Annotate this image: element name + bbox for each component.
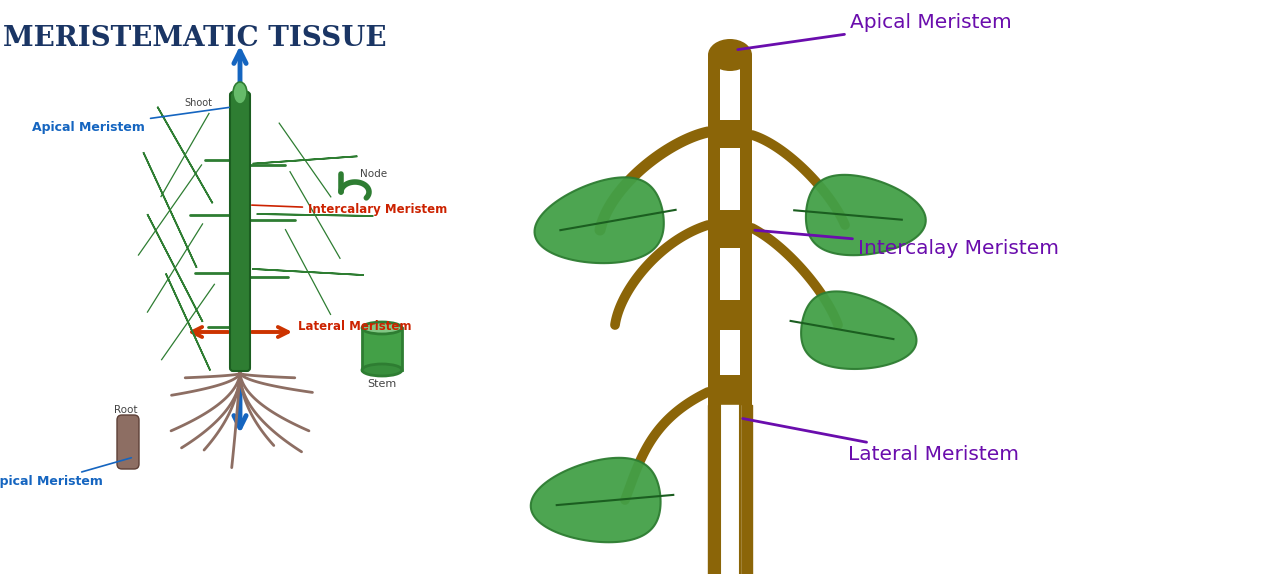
Polygon shape <box>147 214 203 322</box>
Text: MERISTEMATIC TISSUE: MERISTEMATIC TISSUE <box>4 25 387 52</box>
FancyBboxPatch shape <box>707 210 752 248</box>
Text: Node: Node <box>359 169 387 179</box>
FancyBboxPatch shape <box>707 248 752 300</box>
FancyBboxPatch shape <box>707 300 752 330</box>
Text: Stem: Stem <box>367 379 396 389</box>
FancyBboxPatch shape <box>117 415 138 469</box>
Text: Lateral Meristem: Lateral Meristem <box>298 320 411 333</box>
Text: Intercalay Meristem: Intercalay Meristem <box>754 230 1059 258</box>
Polygon shape <box>157 107 212 203</box>
FancyBboxPatch shape <box>720 55 740 120</box>
FancyBboxPatch shape <box>720 248 740 300</box>
Polygon shape <box>801 292 917 369</box>
Polygon shape <box>166 273 211 370</box>
Text: Root: Root <box>114 405 137 415</box>
Ellipse shape <box>362 322 403 334</box>
FancyBboxPatch shape <box>707 120 752 148</box>
FancyBboxPatch shape <box>720 330 740 375</box>
Text: Intercalary Meristem: Intercalary Meristem <box>251 204 447 216</box>
Polygon shape <box>535 177 664 263</box>
Ellipse shape <box>707 39 752 71</box>
FancyBboxPatch shape <box>707 55 752 120</box>
Polygon shape <box>531 458 660 542</box>
Polygon shape <box>257 214 373 216</box>
FancyBboxPatch shape <box>707 375 752 405</box>
Polygon shape <box>253 156 357 164</box>
FancyBboxPatch shape <box>707 330 752 375</box>
FancyBboxPatch shape <box>707 148 752 210</box>
Text: Shoot: Shoot <box>184 98 212 108</box>
Ellipse shape <box>232 82 246 104</box>
FancyBboxPatch shape <box>720 148 740 210</box>
Polygon shape <box>806 175 926 255</box>
FancyBboxPatch shape <box>362 328 403 370</box>
Ellipse shape <box>362 364 403 376</box>
Polygon shape <box>144 152 197 267</box>
Polygon shape <box>251 269 364 275</box>
Text: Apical Meristem: Apical Meristem <box>32 107 230 134</box>
Text: Lateral Meristem: Lateral Meristem <box>743 418 1019 464</box>
FancyBboxPatch shape <box>230 92 250 371</box>
Text: Apical Meristem: Apical Meristem <box>0 457 131 488</box>
Text: Apical Meristem: Apical Meristem <box>738 13 1012 49</box>
